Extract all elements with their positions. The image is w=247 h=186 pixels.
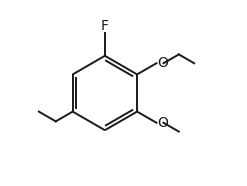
Text: O: O [157,116,168,130]
Text: F: F [101,19,109,33]
Text: O: O [157,56,168,70]
